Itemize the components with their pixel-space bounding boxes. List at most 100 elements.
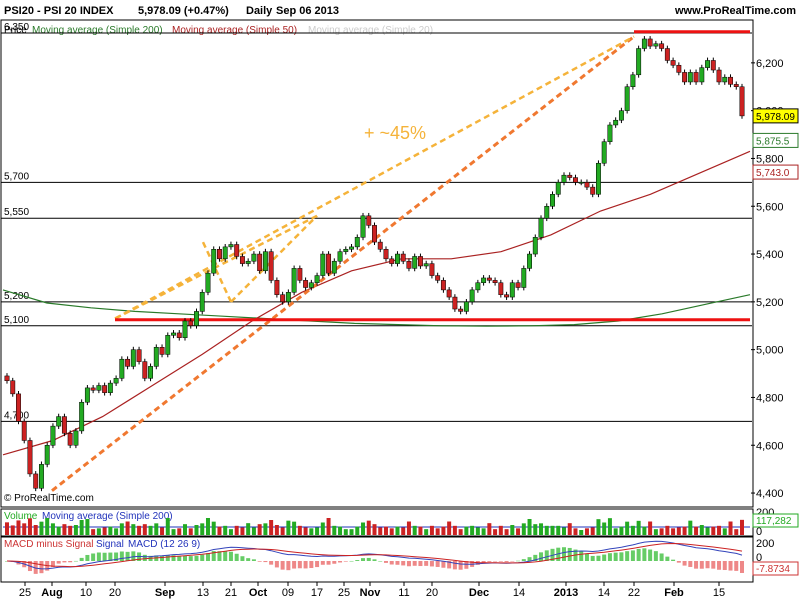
macd-hist-bar — [79, 557, 84, 561]
candle-body — [653, 43, 659, 47]
macd-hist-bar — [251, 559, 256, 561]
volume-bar — [56, 526, 61, 535]
volume-bar — [102, 527, 107, 535]
candle-body — [509, 282, 515, 298]
macd-hist-bar — [688, 561, 693, 567]
macd-hist-bar — [533, 554, 538, 561]
macd-hist-bar — [280, 561, 285, 570]
macd-panel-frame — [0, 536, 754, 583]
macd-hist-bar — [734, 561, 739, 571]
macd-hist-bar — [383, 561, 388, 563]
candle-body — [504, 294, 510, 298]
candle-body — [440, 280, 446, 291]
candle-body — [624, 86, 630, 111]
candle-body — [618, 110, 624, 121]
macd-hist-bar — [452, 561, 457, 570]
volume-bar — [498, 525, 503, 535]
candle-body — [176, 332, 182, 338]
volume-bar — [533, 524, 538, 535]
macd-hist-bar — [441, 561, 446, 568]
candle-body — [205, 272, 211, 293]
legend-price: Price — [4, 25, 27, 36]
volume-bar — [188, 528, 193, 535]
volume-bar — [722, 528, 727, 535]
volume-bar — [343, 529, 348, 535]
macd-hist-bar — [131, 551, 136, 561]
macd-hist-bar — [567, 547, 572, 561]
macd-hist-bar — [401, 561, 406, 566]
candle-body — [199, 292, 205, 312]
macd-hist-bar — [412, 561, 417, 566]
candle-body — [710, 60, 716, 71]
volume-bar — [561, 527, 566, 535]
x-tick-label: 13 — [197, 587, 209, 599]
candle-body — [377, 241, 383, 250]
macd-hist-bar — [177, 555, 182, 561]
candle-body — [326, 253, 332, 274]
volume-bar — [326, 518, 331, 535]
candle-body — [595, 162, 601, 195]
volume-bar — [96, 528, 101, 535]
volume-bar — [39, 521, 44, 535]
x-tick-label: 25 — [338, 587, 350, 599]
macd-hist-bar — [717, 561, 722, 570]
volume-bar — [234, 525, 239, 535]
volume-bar — [274, 525, 279, 535]
volume-bar — [27, 518, 32, 535]
candle-body — [659, 43, 665, 49]
volume-bar — [607, 518, 612, 535]
volume-bar — [688, 520, 693, 535]
candle-body — [739, 86, 745, 117]
x-tick-label: 2013 — [554, 587, 578, 599]
macd-tick-0: 0 — [756, 552, 762, 564]
candle-body — [664, 48, 670, 61]
macd-hist-bar — [630, 550, 635, 561]
candle-body — [96, 385, 102, 391]
volume-bar — [481, 528, 486, 535]
candle-body — [320, 253, 326, 276]
volume-bar — [504, 529, 509, 535]
macd-hist-bar — [378, 560, 383, 562]
macd-line-label: MACD (12 26 9) — [128, 539, 200, 550]
value-box-label: 5,978.09 — [756, 112, 795, 123]
candle-body — [435, 275, 441, 281]
macd-hist-bar — [659, 553, 664, 561]
volume-bar — [142, 524, 147, 535]
macd-hist-bar — [246, 558, 251, 561]
candle-body — [446, 289, 452, 298]
macd-hist-bar — [160, 556, 165, 561]
candle-body — [73, 430, 79, 446]
macd-hist-bar — [200, 554, 205, 561]
volume-bar — [383, 526, 388, 535]
site-url[interactable]: www.ProRealTime.com — [674, 5, 796, 17]
macd-value-box — [752, 561, 799, 576]
macd-hist-bar — [395, 561, 400, 565]
volume-bar — [297, 525, 302, 535]
candle-body — [521, 268, 527, 288]
x-tick-label: Feb — [664, 587, 684, 599]
candle-body — [550, 194, 555, 207]
candle-body — [389, 258, 395, 264]
volume-bar — [349, 529, 354, 535]
channel-line — [201, 241, 233, 303]
candle-body — [245, 260, 251, 264]
volume-bar — [648, 521, 653, 535]
macd-hist-bar — [521, 559, 526, 561]
volume-bar — [665, 525, 670, 535]
candle-body — [257, 253, 263, 272]
macd-hist-bar — [728, 561, 733, 571]
signal-line — [6, 542, 743, 568]
volume-bar — [251, 527, 256, 535]
volume-bar — [596, 519, 601, 535]
candle-body — [153, 347, 159, 367]
candle-body — [458, 308, 464, 312]
candle-body — [423, 263, 429, 267]
candle-body — [452, 296, 458, 310]
candle-body — [303, 280, 309, 288]
volume-bar — [309, 528, 314, 535]
macd-hist-bar — [584, 553, 589, 561]
candle-body — [647, 38, 653, 47]
candle-body — [239, 256, 245, 264]
macd-hist-bar — [50, 561, 55, 568]
volume-bar — [734, 529, 739, 535]
